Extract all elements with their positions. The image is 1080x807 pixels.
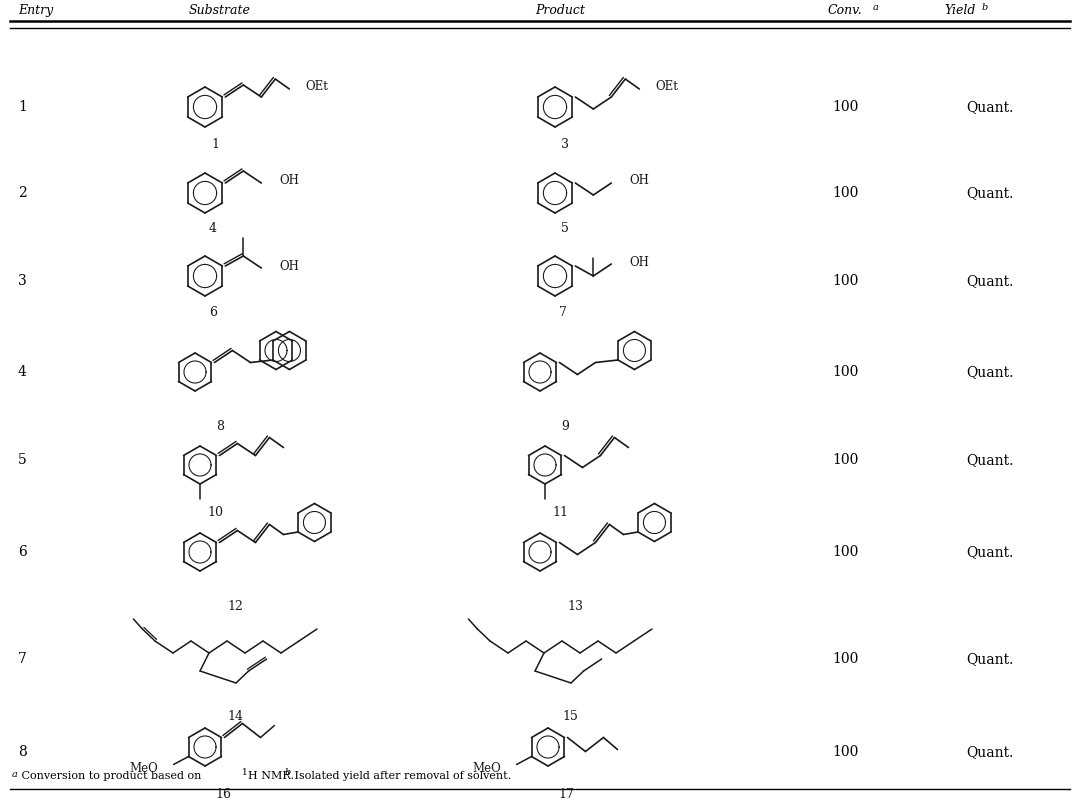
Text: 100: 100	[832, 365, 859, 379]
Text: OEt: OEt	[306, 81, 328, 94]
Text: 100: 100	[832, 652, 859, 666]
Text: 1: 1	[211, 139, 219, 152]
Text: 12: 12	[227, 600, 243, 613]
Text: Quant.: Quant.	[967, 545, 1014, 559]
Text: Product: Product	[535, 4, 585, 17]
Text: OH: OH	[630, 174, 649, 187]
Text: 100: 100	[832, 100, 859, 114]
Text: 2: 2	[18, 186, 27, 200]
Text: Quant.: Quant.	[967, 453, 1014, 467]
Text: Quant.: Quant.	[967, 365, 1014, 379]
Text: Isolated yield after removal of solvent.: Isolated yield after removal of solvent.	[291, 771, 511, 781]
Text: Quant.: Quant.	[967, 274, 1014, 288]
Text: 100: 100	[832, 545, 859, 559]
Text: 13: 13	[567, 600, 583, 613]
Text: a: a	[12, 770, 18, 779]
Text: OEt: OEt	[656, 81, 678, 94]
Text: 3: 3	[18, 274, 27, 288]
Text: 7: 7	[18, 652, 27, 666]
Text: 4: 4	[18, 365, 27, 379]
Text: Quant.: Quant.	[967, 186, 1014, 200]
Text: OH: OH	[280, 260, 299, 273]
Text: 11: 11	[552, 505, 568, 519]
Text: OH: OH	[280, 174, 299, 187]
Text: 4: 4	[210, 223, 217, 236]
Text: Substrate: Substrate	[189, 4, 251, 17]
Text: 6: 6	[210, 307, 217, 320]
Text: 10: 10	[207, 505, 222, 519]
Text: 8: 8	[18, 745, 27, 759]
Text: 100: 100	[832, 453, 859, 467]
Text: Quant.: Quant.	[967, 652, 1014, 666]
Text: 100: 100	[832, 186, 859, 200]
Text: 17: 17	[558, 788, 573, 801]
Text: 16: 16	[215, 788, 231, 801]
Text: 5: 5	[562, 223, 569, 236]
Text: b: b	[982, 3, 988, 12]
Text: 1: 1	[18, 100, 27, 114]
Text: 8: 8	[216, 420, 224, 433]
Text: 9: 9	[562, 420, 569, 433]
Text: 100: 100	[832, 745, 859, 759]
Text: OH: OH	[630, 256, 649, 269]
Text: MeO: MeO	[130, 762, 159, 775]
Text: Conversion to product based on: Conversion to product based on	[18, 771, 205, 781]
Text: b: b	[285, 768, 292, 777]
Text: Entry: Entry	[18, 4, 53, 17]
Text: Yield: Yield	[944, 4, 975, 17]
Text: H NMR.: H NMR.	[248, 771, 301, 781]
Text: 6: 6	[18, 545, 27, 559]
Text: Quant.: Quant.	[967, 745, 1014, 759]
Text: 14: 14	[227, 710, 243, 724]
Text: 100: 100	[832, 274, 859, 288]
Text: Quant.: Quant.	[967, 100, 1014, 114]
Text: 7: 7	[559, 307, 567, 320]
Text: 5: 5	[18, 453, 27, 467]
Text: 1: 1	[242, 768, 247, 777]
Text: 3: 3	[561, 139, 569, 152]
Text: MeO: MeO	[473, 762, 501, 775]
Text: a: a	[873, 3, 879, 12]
Text: 15: 15	[562, 710, 578, 724]
Text: Conv.: Conv.	[827, 4, 862, 17]
